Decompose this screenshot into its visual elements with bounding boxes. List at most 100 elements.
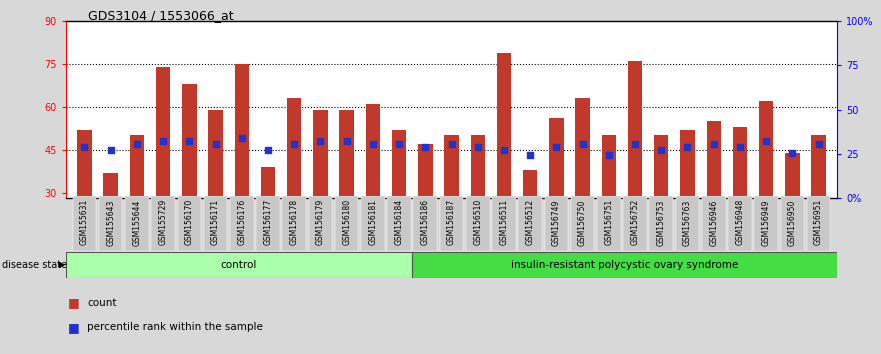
Point <box>680 144 694 150</box>
Bar <box>549 118 564 278</box>
Text: GSM155729: GSM155729 <box>159 199 167 245</box>
FancyBboxPatch shape <box>361 196 385 251</box>
Bar <box>314 110 328 278</box>
Text: GSM156179: GSM156179 <box>316 199 325 245</box>
Bar <box>523 170 537 278</box>
Text: GSM155644: GSM155644 <box>132 199 141 246</box>
Bar <box>234 64 249 278</box>
Point <box>733 144 747 150</box>
FancyBboxPatch shape <box>544 196 568 251</box>
Bar <box>261 167 275 278</box>
Text: GSM156951: GSM156951 <box>814 199 823 245</box>
Point <box>470 144 485 150</box>
Point <box>339 138 353 144</box>
Bar <box>785 153 800 278</box>
FancyBboxPatch shape <box>283 196 306 251</box>
Bar <box>130 136 144 278</box>
Text: GSM156751: GSM156751 <box>604 199 613 245</box>
FancyBboxPatch shape <box>152 196 175 251</box>
FancyBboxPatch shape <box>466 196 490 251</box>
FancyBboxPatch shape <box>66 252 411 278</box>
Text: GSM156180: GSM156180 <box>342 199 352 245</box>
Point <box>575 141 589 147</box>
Bar <box>156 67 170 278</box>
Point <box>811 141 825 147</box>
Text: GSM155631: GSM155631 <box>80 199 89 245</box>
Point <box>418 144 433 150</box>
Point <box>523 153 537 158</box>
FancyBboxPatch shape <box>676 196 700 251</box>
Text: count: count <box>87 298 116 308</box>
Bar <box>680 130 695 278</box>
Text: GSM156170: GSM156170 <box>185 199 194 245</box>
Bar <box>103 172 118 278</box>
Point <box>759 138 774 144</box>
FancyBboxPatch shape <box>388 196 411 251</box>
Text: GSM156950: GSM156950 <box>788 199 797 246</box>
Text: GSM156510: GSM156510 <box>473 199 482 245</box>
Point <box>261 147 275 153</box>
FancyBboxPatch shape <box>754 196 778 251</box>
Bar <box>287 98 301 278</box>
Bar <box>392 130 406 278</box>
Text: disease state: disease state <box>2 260 67 270</box>
Text: GSM156171: GSM156171 <box>211 199 220 245</box>
Point <box>209 141 223 147</box>
Bar <box>759 101 774 278</box>
Point <box>655 147 669 153</box>
FancyBboxPatch shape <box>335 196 359 251</box>
FancyBboxPatch shape <box>413 196 437 251</box>
Text: GSM156946: GSM156946 <box>709 199 718 246</box>
Point <box>785 150 799 155</box>
Point <box>707 141 721 147</box>
Point <box>130 141 144 147</box>
Point <box>497 147 511 153</box>
FancyBboxPatch shape <box>807 196 831 251</box>
Text: GSM156949: GSM156949 <box>762 199 771 246</box>
Text: GSM156752: GSM156752 <box>631 199 640 245</box>
Bar <box>628 61 642 278</box>
FancyBboxPatch shape <box>204 196 227 251</box>
Text: GSM155643: GSM155643 <box>106 199 115 246</box>
Bar <box>208 110 223 278</box>
Text: GSM156176: GSM156176 <box>237 199 247 245</box>
FancyBboxPatch shape <box>440 196 463 251</box>
FancyBboxPatch shape <box>728 196 751 251</box>
FancyBboxPatch shape <box>72 196 96 251</box>
FancyBboxPatch shape <box>125 196 149 251</box>
Text: GSM156753: GSM156753 <box>656 199 666 246</box>
Point <box>628 141 642 147</box>
Text: GSM156187: GSM156187 <box>447 199 456 245</box>
Point <box>366 141 380 147</box>
Text: ■: ■ <box>68 321 79 334</box>
Bar <box>811 136 825 278</box>
Text: GSM156184: GSM156184 <box>395 199 403 245</box>
Bar <box>182 84 196 278</box>
FancyBboxPatch shape <box>230 196 254 251</box>
Text: GSM156178: GSM156178 <box>290 199 299 245</box>
Bar <box>444 136 459 278</box>
FancyBboxPatch shape <box>492 196 515 251</box>
Point <box>234 136 248 141</box>
Bar <box>575 98 589 278</box>
Text: GSM156511: GSM156511 <box>500 199 508 245</box>
Bar <box>733 127 747 278</box>
FancyBboxPatch shape <box>781 196 804 251</box>
Point <box>392 141 406 147</box>
FancyBboxPatch shape <box>411 252 837 278</box>
Bar <box>707 121 721 278</box>
Bar <box>497 53 511 278</box>
FancyBboxPatch shape <box>571 196 595 251</box>
Point <box>602 153 616 158</box>
Text: GSM156181: GSM156181 <box>368 199 377 245</box>
Text: ▶: ▶ <box>59 260 65 269</box>
Bar <box>366 104 380 278</box>
FancyBboxPatch shape <box>99 196 122 251</box>
FancyBboxPatch shape <box>518 196 542 251</box>
FancyBboxPatch shape <box>702 196 726 251</box>
Point <box>182 138 196 144</box>
Point <box>550 144 564 150</box>
Point <box>156 138 170 144</box>
Text: GSM156512: GSM156512 <box>526 199 535 245</box>
Point <box>444 141 458 147</box>
